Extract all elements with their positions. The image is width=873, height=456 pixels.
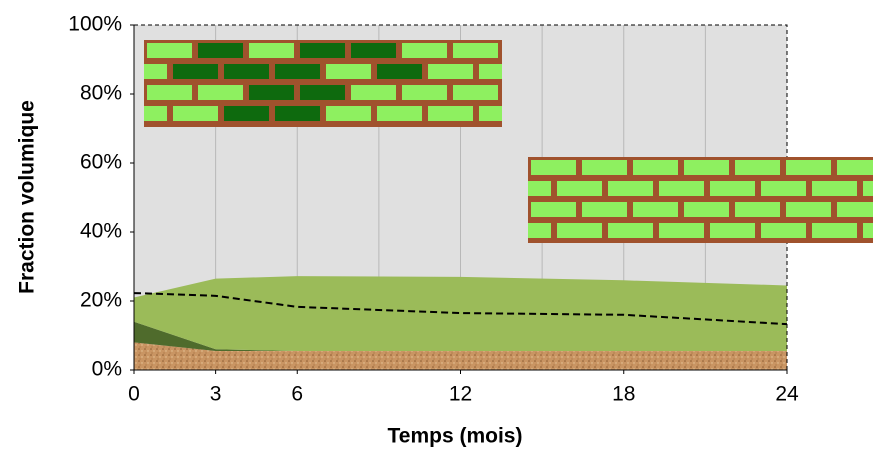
- line: [133, 292, 788, 326]
- brick-wall: [144, 40, 502, 127]
- x-tick-label: 24: [775, 383, 799, 406]
- area: [134, 321, 787, 352]
- x-tick-label: 12: [449, 383, 472, 406]
- brick-wall: [528, 157, 873, 243]
- x-tick-label: 18: [612, 383, 635, 406]
- y-tick-label: 40%: [80, 220, 122, 243]
- area: [134, 276, 787, 352]
- y-tick-label: 80%: [80, 82, 122, 105]
- area-texture: [134, 342, 787, 370]
- x-tick-label: 0: [128, 383, 140, 406]
- y-axis-label: Fraction volumique: [16, 100, 39, 294]
- y-tick-label: 60%: [80, 151, 122, 174]
- x-tick-label: 6: [291, 383, 303, 406]
- x-tick-label: 3: [210, 383, 222, 406]
- y-tick-label: 0%: [92, 358, 122, 381]
- y-tick-label: 100%: [68, 13, 122, 36]
- x-axis-label: Temps (mois): [388, 425, 523, 448]
- y-tick-label: 20%: [80, 289, 122, 312]
